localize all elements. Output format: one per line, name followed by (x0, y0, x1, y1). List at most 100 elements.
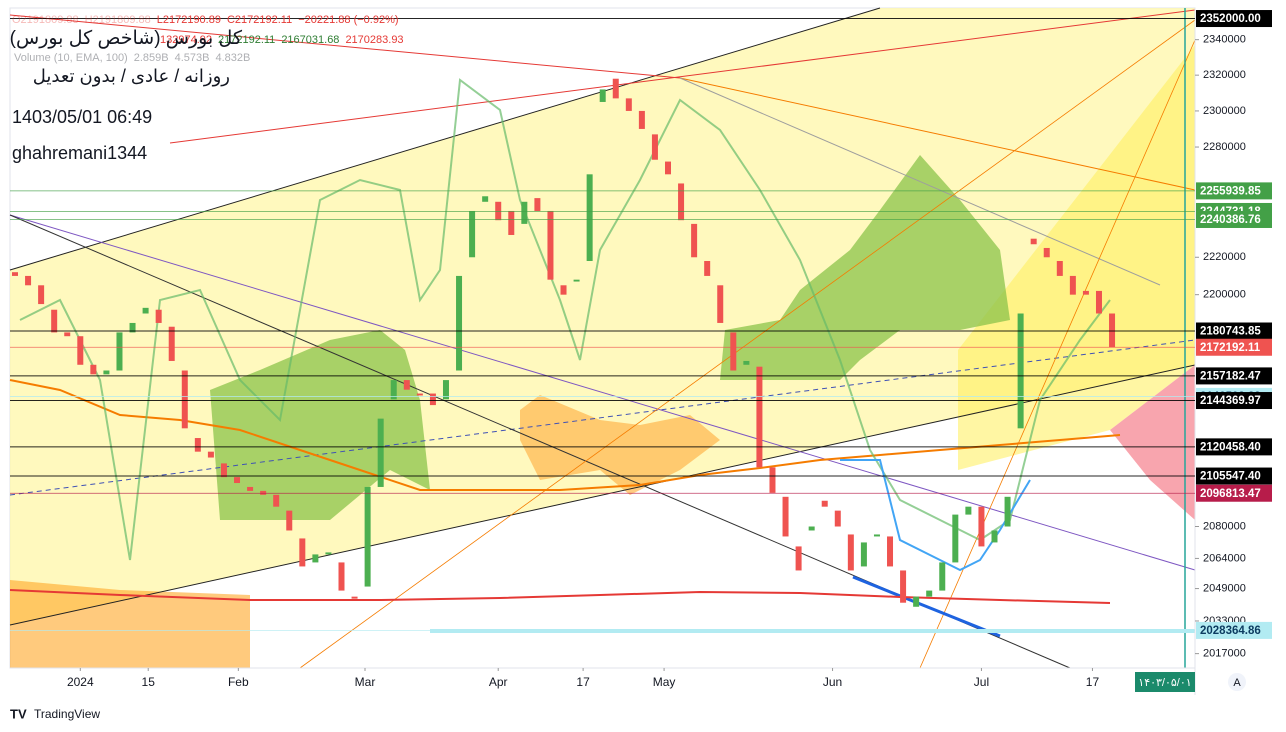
candle-body (77, 336, 84, 365)
date-badge-text: ۱۴۰۳/۰۵/۰۱ (1138, 677, 1191, 689)
trend-line (679, 77, 1196, 191)
moving-average (9, 589, 1111, 604)
x-tick-label: 17 (576, 675, 590, 689)
candle-body (90, 364, 97, 375)
candle-body (599, 89, 606, 102)
price-label-box (1196, 467, 1272, 485)
candle-body (429, 393, 436, 406)
scale-button-text[interactable]: A (1233, 677, 1241, 689)
candle-body (38, 285, 45, 305)
indicator-value: 2170283.93 (345, 34, 404, 46)
price-label-box (1196, 438, 1272, 456)
candle-body (586, 174, 593, 261)
price-label-box (1196, 10, 1272, 28)
candle-body (116, 332, 123, 371)
y-tick-label: 2200000 (1203, 289, 1246, 301)
ohlc-open: O2191809.88 (12, 14, 79, 26)
price-label: 2157182.47 (1200, 370, 1261, 382)
candle-body (887, 536, 894, 567)
price-label: 2352000.00 (1200, 13, 1261, 25)
candles (12, 78, 1116, 607)
y-tick-label: 2220000 (1203, 251, 1246, 263)
candle-body (965, 506, 972, 515)
candle-body (573, 279, 580, 282)
candle-body (286, 510, 293, 531)
candle-body (612, 78, 619, 99)
candle-body (129, 322, 136, 333)
price-label-box (1196, 322, 1272, 340)
x-tick-label: Feb (228, 675, 249, 689)
price-label-box (1196, 210, 1272, 228)
x-tick-label: 2024 (67, 675, 94, 689)
candle-body (547, 210, 554, 280)
trend-line (9, 7, 881, 271)
symbol-title: کل بورس (شاخص کل بورس) (9, 28, 242, 49)
candle-body (952, 514, 959, 563)
candle-body (482, 196, 489, 202)
candle-body (495, 201, 502, 221)
candle-body (926, 590, 933, 597)
candle-body (155, 309, 162, 323)
price-label: 2096813.47 (1200, 488, 1261, 500)
candle-body (782, 496, 789, 537)
x-tick-label: Jul (974, 675, 989, 689)
candle-body (743, 360, 750, 365)
candle-body (469, 210, 476, 258)
x-tick-label: 17 (1086, 675, 1100, 689)
candle-body (416, 393, 423, 396)
scale-button[interactable] (1228, 673, 1246, 691)
brand: TradingView (34, 707, 100, 721)
x-tick-label: Jun (823, 675, 842, 689)
indicator-value: 132974.92 (160, 34, 212, 46)
price-label: 2028364.86 (1200, 625, 1261, 637)
volume-value: 4.832B (215, 52, 251, 64)
lagging-line (19, 78, 1111, 561)
candle-body (756, 366, 763, 468)
ohlc-change: −20221.88 (−0.92%) (298, 14, 399, 26)
volume-value: 2.859B (133, 52, 169, 64)
candle-body (247, 486, 254, 491)
candle-body (730, 332, 737, 371)
price-label: 2120458.40 (1200, 441, 1261, 453)
candle-body (625, 98, 632, 111)
candle-body (442, 380, 449, 400)
price-label: 2180743.85 (1200, 326, 1261, 338)
candle-body (1109, 313, 1116, 348)
moving-average (9, 379, 1121, 491)
price-label: 2105547.40 (1200, 471, 1261, 483)
candle-body (234, 477, 241, 484)
cloud-orange (520, 395, 720, 495)
candle-body (704, 260, 711, 276)
candle-body (168, 326, 175, 361)
zone-red (1110, 365, 1195, 520)
indicator-value: 2172192.11 (218, 34, 276, 46)
candle-body (560, 285, 567, 295)
trend-line (852, 575, 1001, 638)
volume-label: Volume (10, EMA, 100) (14, 52, 128, 64)
candle-body (1095, 290, 1102, 314)
candle-body (678, 183, 685, 221)
trend-line (9, 364, 1196, 626)
cloud-green (210, 330, 430, 520)
candle-body (12, 272, 18, 276)
x-tick-label: Apr (489, 675, 508, 689)
candle-body (534, 198, 541, 211)
candle-body (521, 201, 528, 224)
candle-body (220, 463, 227, 478)
candle-body (64, 332, 71, 337)
y-axis: 2340000 2320000 2300000 2280000 2220000 22000… (1195, 34, 1246, 660)
y-tick-label: 2049000 (1203, 582, 1246, 594)
candle-body (638, 110, 645, 129)
datetime: 1403/05/01 06:49 (12, 107, 153, 127)
candle-body (508, 210, 515, 235)
price-label-box (1196, 484, 1272, 502)
candle-body (403, 380, 410, 390)
candle-body (939, 562, 946, 591)
trend-line (9, 339, 1196, 496)
candle-body (717, 285, 724, 323)
candle-body (769, 467, 776, 493)
x-tick-label: May (653, 675, 676, 689)
candle-body (299, 538, 306, 567)
candle-body (51, 309, 58, 333)
